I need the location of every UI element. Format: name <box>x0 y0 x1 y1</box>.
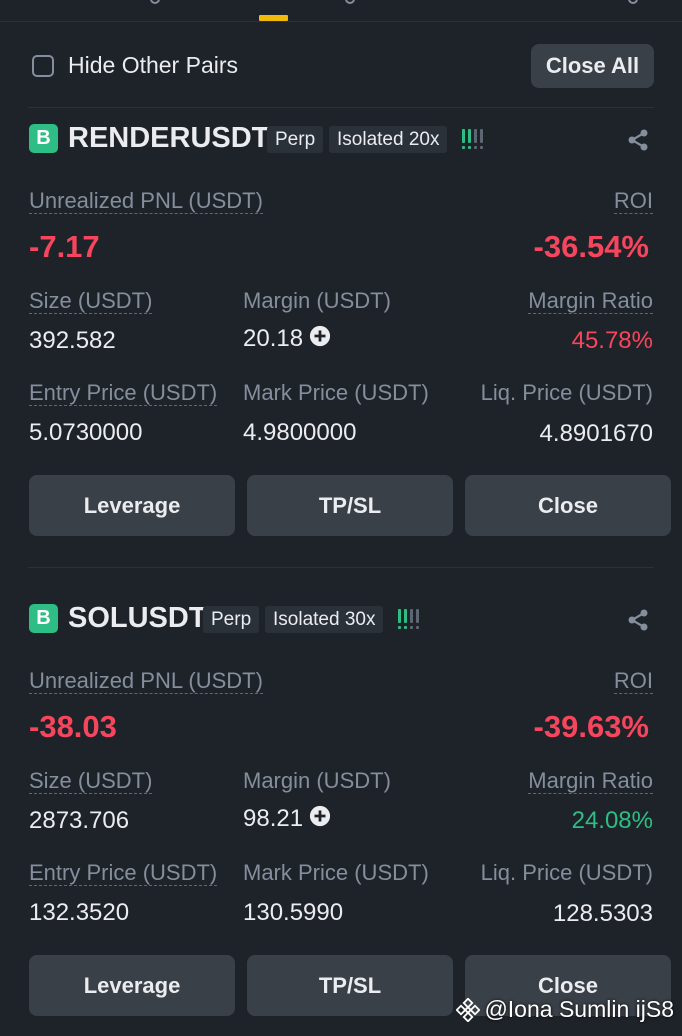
margin-label: Margin (USDT) <box>243 768 391 793</box>
margin-ratio-value: 24.08% <box>571 807 653 834</box>
divider <box>28 107 654 108</box>
tpsl-button[interactable]: TP/SL <box>247 955 453 1016</box>
size-value: 392.582 <box>29 327 116 354</box>
unrealized-pnl-value: -38.03 <box>29 709 117 744</box>
plus-circle-icon[interactable] <box>309 325 331 347</box>
margin-ratio-label[interactable]: Margin Ratio <box>528 768 653 795</box>
unrealized-pnl-label[interactable]: Unrealized PNL (USDT) <box>29 668 263 695</box>
contract-type-tag: Perp <box>267 126 324 153</box>
watermark-text: @Iona Sumlin ijS8 <box>484 996 674 1022</box>
liq-price-label: Liq. Price (USDT) <box>480 380 653 405</box>
liq-price-label: Liq. Price (USDT) <box>480 860 653 885</box>
plus-circle-icon[interactable] <box>309 805 331 827</box>
close-position-button[interactable]: Close <box>465 475 671 536</box>
position-symbol[interactable]: SOLUSDT <box>68 602 207 634</box>
tab-strip <box>0 0 682 22</box>
binance-logo-icon <box>456 997 481 1022</box>
share-icon[interactable] <box>626 608 650 632</box>
unrealized-pnl-value: -7.17 <box>29 229 100 264</box>
entry-price-value: 132.3520 <box>29 899 130 926</box>
liq-price-value: 4.8901670 <box>539 420 653 447</box>
tpsl-button[interactable]: TP/SL <box>247 475 453 536</box>
entry-price-label[interactable]: Entry Price (USDT) <box>29 380 218 407</box>
mark-price-value: 130.5990 <box>243 899 344 926</box>
unrealized-pnl-label[interactable]: Unrealized PNL (USDT) <box>29 188 263 215</box>
contract-type-tag: Perp <box>203 606 260 633</box>
margin-value-wrap: 20.18 <box>243 325 331 353</box>
size-label[interactable]: Size (USDT) <box>29 288 153 315</box>
watermark: @Iona Sumlin ijS8 <box>456 996 674 1023</box>
mark-price-label: Mark Price (USDT) <box>243 860 429 885</box>
tab-icon[interactable] <box>628 0 638 4</box>
entry-price-value: 5.0730000 <box>29 419 143 446</box>
mark-price-label: Mark Price (USDT) <box>243 380 429 405</box>
share-icon[interactable] <box>626 128 650 152</box>
margin-ratio-value: 45.78% <box>571 327 653 354</box>
market-badge: B <box>29 124 58 153</box>
risk-signal-icon <box>398 609 424 629</box>
tab-icon[interactable] <box>150 0 160 4</box>
roi-label[interactable]: ROI <box>613 188 653 215</box>
margin-mode-tag[interactable]: Isolated 30x <box>265 606 384 633</box>
roi-label[interactable]: ROI <box>613 668 653 695</box>
roi-value: -36.54% <box>533 229 649 264</box>
margin-value: 98.21 <box>243 805 304 832</box>
market-badge: B <box>29 604 58 633</box>
divider <box>28 567 654 568</box>
liq-price-value: 128.5303 <box>552 900 653 927</box>
active-tab-indicator <box>259 15 288 21</box>
leverage-button[interactable]: Leverage <box>29 475 235 536</box>
position-symbol[interactable]: RENDERUSDT <box>68 122 270 154</box>
tab-icon[interactable] <box>345 0 355 4</box>
entry-price-label[interactable]: Entry Price (USDT) <box>29 860 218 887</box>
mark-price-value: 4.9800000 <box>243 419 357 446</box>
margin-value: 20.18 <box>243 325 304 352</box>
filter-row: Hide Other Pairs Close All <box>0 22 682 108</box>
risk-signal-icon <box>462 129 488 149</box>
margin-ratio-label[interactable]: Margin Ratio <box>528 288 653 315</box>
leverage-button[interactable]: Leverage <box>29 955 235 1016</box>
roi-value: -39.63% <box>533 709 649 744</box>
size-label[interactable]: Size (USDT) <box>29 768 153 795</box>
margin-value-wrap: 98.21 <box>243 805 331 833</box>
close-all-button[interactable]: Close All <box>531 44 654 88</box>
margin-mode-tag[interactable]: Isolated 20x <box>329 126 448 153</box>
size-value: 2873.706 <box>29 807 130 834</box>
position-card: B SOLUSDT Perp Isolated 30x Unrealized P… <box>0 480 682 1016</box>
close-position-button[interactable]: Close <box>465 955 671 1016</box>
position-card: B RENDERUSDT Perp Isolated 20x Unrealize… <box>0 0 682 536</box>
margin-label: Margin (USDT) <box>243 288 391 313</box>
hide-other-pairs-checkbox[interactable] <box>32 55 54 77</box>
hide-other-pairs-label[interactable]: Hide Other Pairs <box>68 52 239 78</box>
